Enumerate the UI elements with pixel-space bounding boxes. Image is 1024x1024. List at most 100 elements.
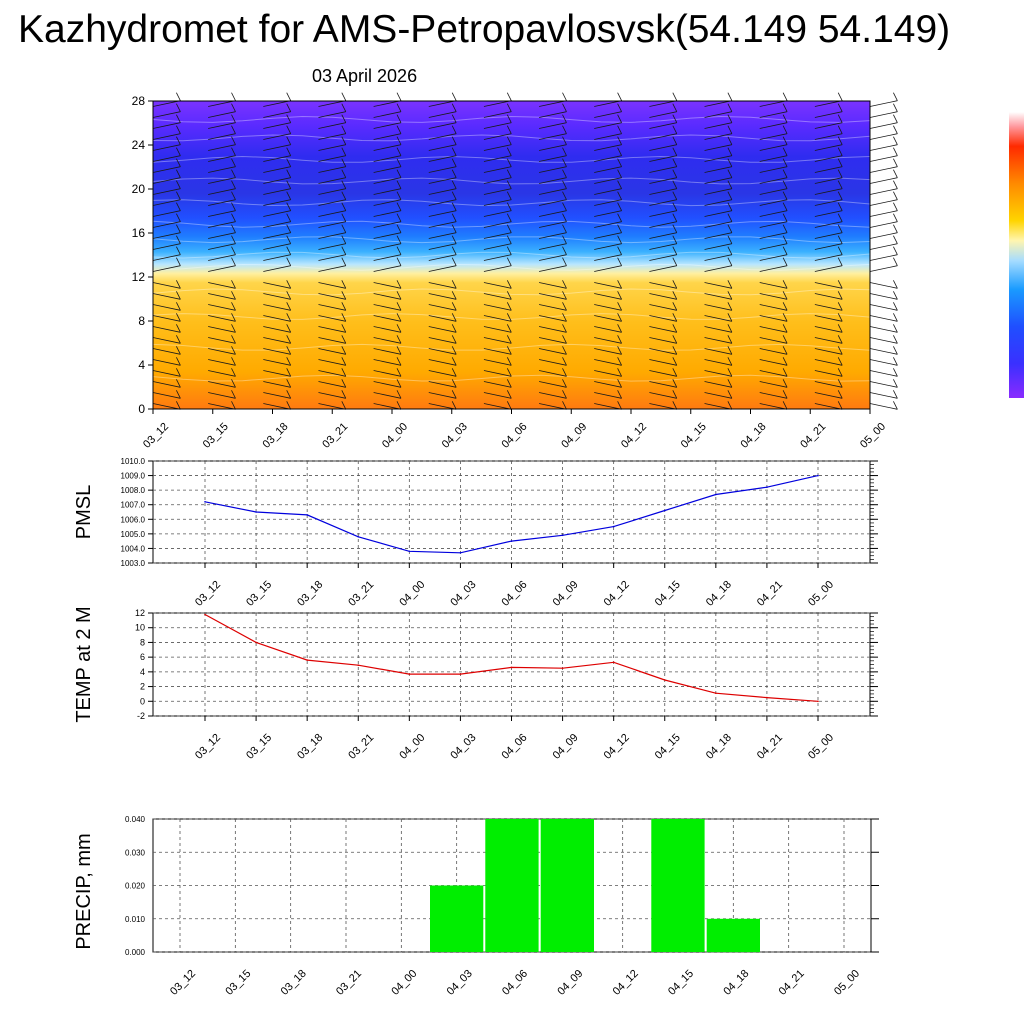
wind-barb — [263, 315, 291, 322]
wind-barb-flag — [782, 379, 788, 388]
wind-barb-flag — [782, 246, 788, 255]
wind-barb-flag — [893, 202, 898, 211]
wind-barb — [759, 210, 788, 217]
wind-barb — [263, 221, 291, 228]
pmsl-point — [306, 514, 309, 516]
wind-barb-flag — [617, 401, 622, 410]
wind-barb — [759, 392, 788, 399]
wind-barb — [649, 133, 677, 140]
wind-barb-flag — [176, 158, 181, 167]
profile-xtick-label: 04_00 — [380, 421, 410, 451]
wind-barb-flag — [727, 291, 733, 300]
wind-barb-flag — [782, 324, 788, 333]
wind-barb — [704, 155, 732, 162]
wind-barb — [318, 221, 346, 228]
wind-barb — [759, 265, 788, 272]
pmsl-xtick-label: 03_15 — [244, 579, 274, 609]
wind-barb-flag — [893, 302, 898, 311]
wind-barb-flag — [672, 180, 678, 189]
precip-xtick-label: 04_06 — [500, 968, 530, 998]
wind-barb-flag — [893, 103, 898, 112]
wind-barb — [704, 326, 732, 333]
wind-barb-flag — [893, 213, 898, 222]
wind-barb — [483, 155, 512, 162]
wind-barb — [152, 337, 181, 344]
wind-barb-flag — [562, 235, 567, 244]
pmsl-point — [715, 493, 717, 496]
wind-barb — [649, 315, 677, 322]
profile-xtick-label: 03_12 — [141, 421, 171, 451]
wind-barb-flag — [617, 136, 622, 145]
pmsl-point — [357, 536, 360, 538]
wind-barb-flag — [837, 125, 843, 134]
pmsl-ytick-label: 1003.0 — [121, 559, 146, 568]
wind-barb — [649, 122, 677, 129]
wind-barb-flag — [396, 235, 402, 244]
wind-barb — [869, 370, 898, 377]
wind-barb-flag — [562, 335, 567, 344]
temp-ylabel: TEMP at 2 M — [73, 606, 95, 722]
wind-barb-flag — [672, 158, 678, 167]
wind-barb-flag — [451, 390, 457, 399]
wind-barb — [594, 403, 622, 410]
wind-barb-flag — [396, 390, 402, 399]
wind-barb — [814, 359, 843, 366]
wind-barb — [538, 359, 567, 366]
wind-barb-flag — [506, 291, 512, 300]
wind-barb — [428, 155, 457, 162]
wind-barb-flag — [727, 335, 733, 344]
wind-barb-flag — [451, 224, 457, 233]
wind-barb-flag — [231, 257, 236, 266]
wind-barb-flag — [506, 357, 512, 366]
wind-barb-flag — [176, 202, 181, 211]
colorbar-strip — [1009, 112, 1024, 398]
wind-barb — [373, 337, 402, 344]
wind-barb-flag — [506, 302, 512, 311]
precip-chart: 0.000 0.010 0.020 0.030 0.040 03_12 03_15 03_18… — [73, 815, 879, 998]
wind-barb — [318, 392, 346, 399]
wind-barb — [538, 392, 567, 399]
profile-ytick-label: 4 — [138, 358, 145, 372]
wind-barb-flag — [617, 368, 622, 377]
wind-barb-flag — [782, 357, 788, 366]
wind-barb — [208, 337, 236, 344]
profile-ytick-label: 28 — [132, 94, 146, 108]
wind-barb — [538, 282, 567, 289]
wind-barb-flag — [727, 125, 733, 134]
wind-barb — [704, 243, 732, 250]
wind-barb — [538, 348, 567, 355]
pmsl-xtick-label: 05_00 — [806, 579, 836, 609]
wind-barb-flag — [396, 92, 402, 101]
wind-barb-flag — [341, 368, 347, 377]
wind-barb — [263, 326, 291, 333]
profile-xtick-label: 04_03 — [440, 421, 470, 451]
wind-barb — [428, 188, 457, 195]
wind-barb — [594, 370, 622, 377]
wind-barb — [152, 348, 181, 355]
precip-xtick-label: 04_15 — [666, 968, 696, 998]
temp-ytick-label: 10 — [135, 623, 145, 633]
wind-barb-flag — [341, 224, 347, 233]
wind-barb — [318, 293, 346, 300]
wind-barb — [373, 199, 402, 206]
wind-barb-flag — [506, 191, 512, 200]
pmsl-ytick-label: 1006.0 — [121, 515, 146, 524]
wind-barb-flag — [396, 313, 402, 322]
wind-barb-flag — [176, 291, 181, 300]
wind-barb-flag — [893, 92, 898, 101]
wind-barb-flag — [396, 180, 402, 189]
wind-barb-flag — [231, 324, 236, 333]
precip-xtick-label: 04_09 — [555, 968, 585, 998]
wind-barb — [208, 199, 236, 206]
wind-barb-flag — [727, 390, 733, 399]
wind-barb-flag — [837, 246, 843, 255]
wind-barb-flag — [782, 280, 788, 289]
wind-barb — [208, 293, 236, 300]
wind-barb-flag — [176, 302, 181, 311]
wind-barb-flag — [727, 246, 733, 255]
wind-barb-flag — [893, 313, 898, 322]
wind-barb — [208, 122, 236, 129]
wind-barb — [814, 199, 843, 206]
wind-barb — [538, 122, 567, 129]
wind-barb-flag — [231, 335, 236, 344]
